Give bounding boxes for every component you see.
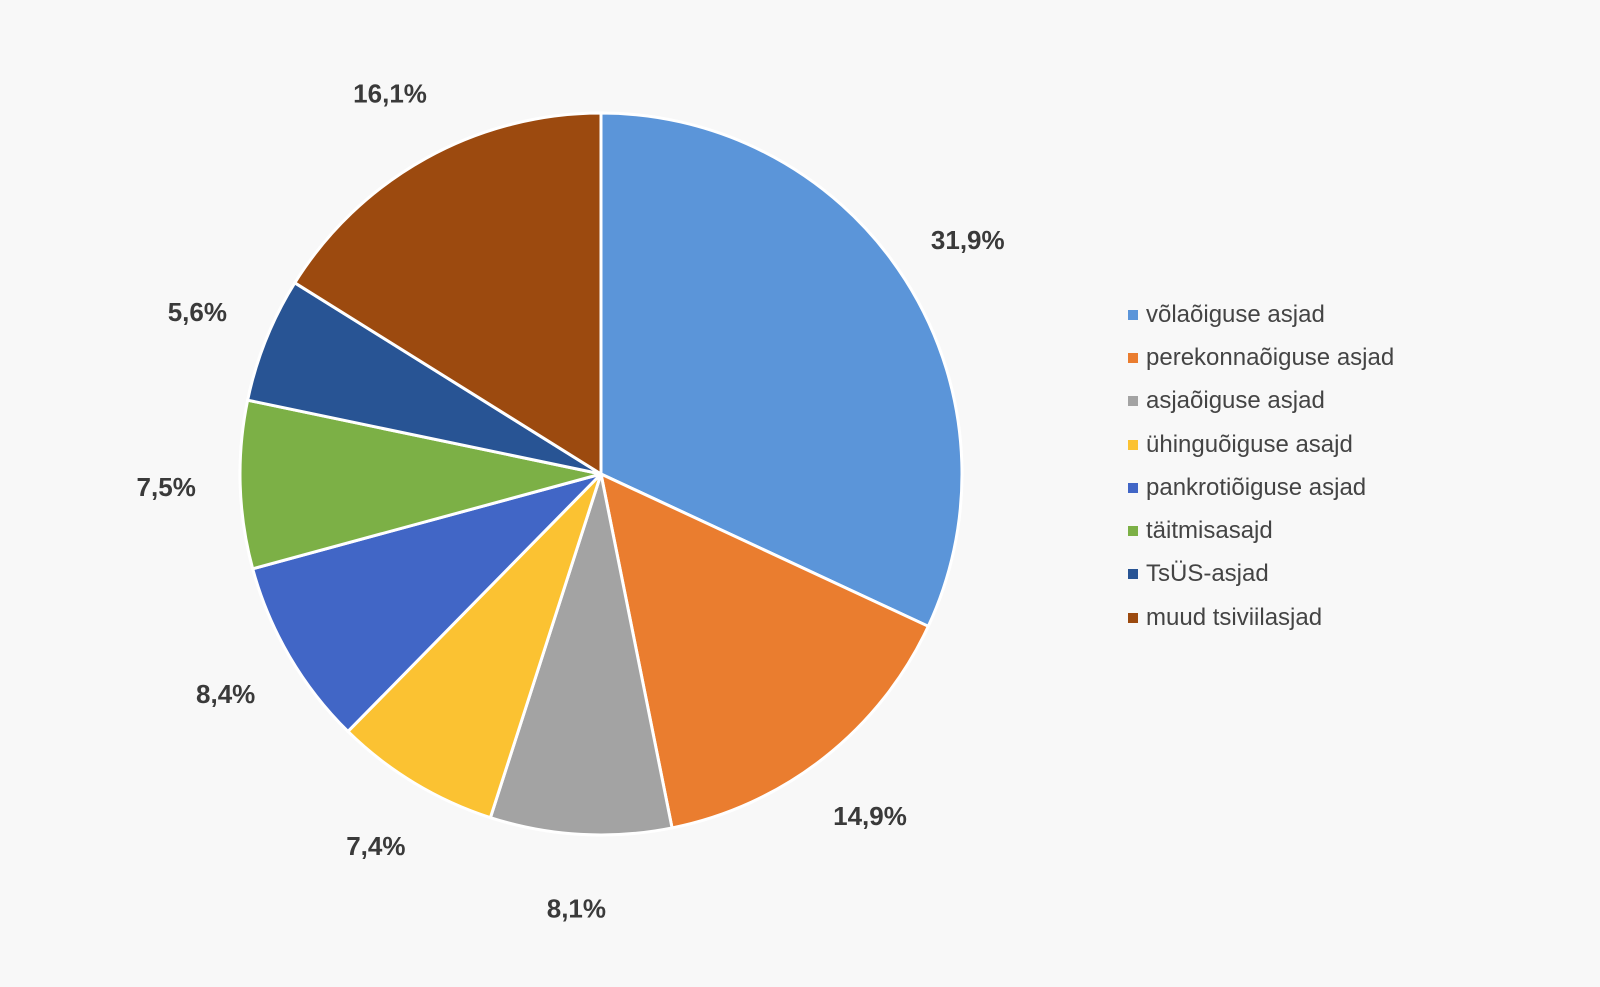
legend: võlaõiguse asjad perekonnaõiguse asjad asj… bbox=[1128, 293, 1394, 639]
data-label-asjaoiguse-asjad: 8,1% bbox=[547, 893, 606, 923]
legend-item-volaoiguse-asjad: võlaõiguse asjad bbox=[1128, 293, 1394, 336]
legend-item-asjaoiguse-asjad: asjaõiguse asjad bbox=[1128, 380, 1394, 423]
pie-slice-muud-tsiviilasjad bbox=[293, 111, 603, 476]
legend-label: perekonnaõiguse asjad bbox=[1146, 343, 1395, 371]
legend-label: TsÜS-asjad bbox=[1146, 560, 1269, 588]
pie-slice-perekonnaoiguse-asjad bbox=[599, 472, 930, 830]
pie-slice-tsus-asjad bbox=[246, 281, 603, 476]
legend-item-taitmisasajd: täitmisasajd bbox=[1128, 509, 1394, 552]
legend-label: muud tsiviilasjad bbox=[1146, 603, 1323, 631]
data-labels: 31,9% 14,9% 8,1% 7,4% 8,4% 7,5% 5,6% 16,1% bbox=[137, 79, 1005, 924]
legend-swatch bbox=[1128, 396, 1138, 407]
legend-swatch bbox=[1128, 612, 1138, 623]
pie-slice-pankrotioiguse-asjad bbox=[251, 472, 603, 733]
data-label-pankrotioiguse-asjad: 8,4% bbox=[196, 679, 255, 709]
pie-slice-volaoiguse-asjad bbox=[599, 111, 964, 628]
data-label-muud-tsiviilasjad: 16,1% bbox=[353, 79, 427, 109]
legend-item-tsus-asjad: TsÜS-asjad bbox=[1128, 553, 1394, 596]
legend-item-pankrotioiguse-asjad: pankrotiõiguse asjad bbox=[1128, 466, 1394, 509]
pie-slice-taitmisasajd bbox=[238, 398, 603, 571]
legend-swatch bbox=[1128, 482, 1138, 493]
legend-label: võlaõiguse asjad bbox=[1146, 300, 1325, 328]
legend-swatch bbox=[1128, 309, 1138, 320]
data-label-taitmisasajd: 7,5% bbox=[137, 472, 196, 502]
legend-label: asjaõiguse asjad bbox=[1146, 387, 1325, 415]
legend-label: täitmisasajd bbox=[1146, 517, 1273, 545]
legend-label: pankrotiõiguse asjad bbox=[1146, 473, 1367, 501]
legend-label: ühinguõiguse asajd bbox=[1146, 430, 1353, 458]
legend-swatch bbox=[1128, 526, 1138, 537]
pie-slice-uhinguoiguse-asajd bbox=[346, 472, 603, 820]
data-label-uhinguoiguse-asajd: 7,4% bbox=[346, 831, 405, 861]
legend-item-perekonnaoiguse-asjad: perekonnaõiguse asjad bbox=[1128, 336, 1394, 379]
legend-swatch bbox=[1128, 569, 1138, 580]
data-label-tsus-asjad: 5,6% bbox=[168, 297, 227, 327]
legend-item-uhinguoiguse-asajd: ühinguõiguse asajd bbox=[1128, 423, 1394, 466]
legend-swatch bbox=[1128, 439, 1138, 450]
pie-slice-asjaoiguse-asjad bbox=[488, 472, 674, 837]
legend-item-muud-tsiviilasjad: muud tsiviilasjad bbox=[1128, 596, 1394, 639]
pie-slices bbox=[238, 111, 964, 837]
legend-swatch bbox=[1128, 352, 1138, 363]
data-label-volaoiguse-asjad: 31,9% bbox=[931, 225, 1005, 255]
data-label-perekonnaoiguse-asjad: 14,9% bbox=[833, 801, 907, 831]
